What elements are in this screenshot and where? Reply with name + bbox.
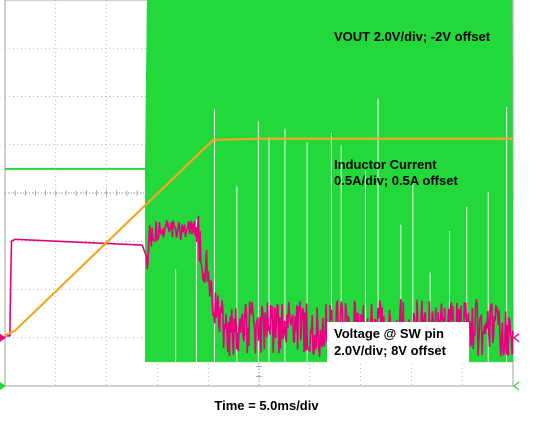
vout-annotation: VOUT 2.0V/div; -2V offset	[334, 29, 490, 45]
sw-ground-marker-right	[514, 382, 519, 390]
current-ground-marker-right	[514, 334, 519, 342]
inductor-current-annotation-line1: Inductor Current	[334, 157, 437, 173]
inductor-current-annotation-line2: 0.5A/div; 0.5A offset	[334, 173, 458, 189]
x-axis-label: Time = 5.0ms/div	[0, 398, 533, 413]
sw-annotation-line2: 2.0V/div; 8V offset	[334, 343, 446, 359]
sw-annotation-line1: Voltage @ SW pin	[334, 326, 444, 342]
